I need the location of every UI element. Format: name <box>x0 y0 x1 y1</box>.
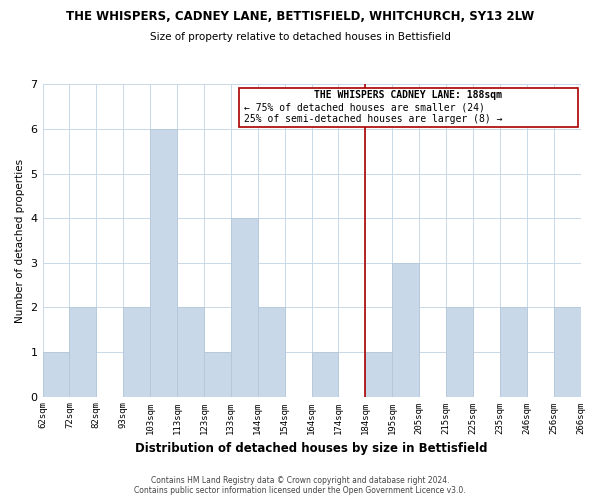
Y-axis label: Number of detached properties: Number of detached properties <box>15 158 25 322</box>
Text: Size of property relative to detached houses in Bettisfield: Size of property relative to detached ho… <box>149 32 451 42</box>
Bar <box>150 129 177 396</box>
Bar <box>554 308 581 396</box>
Bar <box>239 88 578 127</box>
Text: 25% of semi-detached houses are larger (8) →: 25% of semi-detached houses are larger (… <box>244 114 503 124</box>
Text: THE WHISPERS CADNEY LANE: 188sqm: THE WHISPERS CADNEY LANE: 188sqm <box>314 90 502 100</box>
Bar <box>446 308 473 396</box>
Bar <box>70 308 97 396</box>
Bar <box>258 308 284 396</box>
Text: Contains HM Land Registry data © Crown copyright and database right 2024.
Contai: Contains HM Land Registry data © Crown c… <box>134 476 466 495</box>
Bar <box>311 352 338 397</box>
Text: ← 75% of detached houses are smaller (24): ← 75% of detached houses are smaller (24… <box>244 102 485 113</box>
Bar <box>204 352 231 397</box>
Bar <box>500 308 527 396</box>
Bar <box>123 308 150 396</box>
Bar <box>392 263 419 396</box>
Text: THE WHISPERS, CADNEY LANE, BETTISFIELD, WHITCHURCH, SY13 2LW: THE WHISPERS, CADNEY LANE, BETTISFIELD, … <box>66 10 534 23</box>
Bar <box>43 352 70 397</box>
Bar <box>231 218 258 396</box>
X-axis label: Distribution of detached houses by size in Bettisfield: Distribution of detached houses by size … <box>135 442 488 455</box>
Bar <box>365 352 392 397</box>
Bar <box>177 308 204 396</box>
